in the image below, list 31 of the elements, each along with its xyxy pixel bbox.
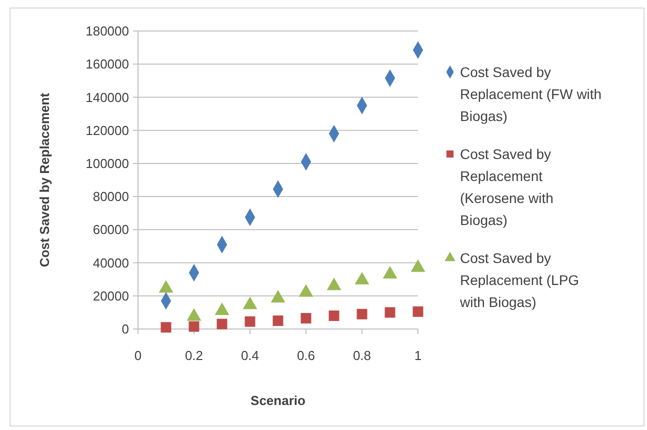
x-tick-label: 1	[414, 348, 422, 363]
point	[384, 307, 396, 318]
point	[216, 318, 228, 330]
y-tick-label: 40000	[92, 255, 129, 270]
y-tick-label: 0	[122, 322, 129, 337]
point	[272, 315, 284, 326]
y-tick-label: 20000	[92, 288, 129, 304]
x-axis-title: Scenario	[250, 393, 306, 408]
x-tick-label: 0.8	[352, 348, 372, 363]
legend-label: Cost Saved by Replacement (Kerosene with Biogas)	[460, 146, 554, 228]
y-tick-label: 100000	[86, 156, 129, 171]
x-tick-label: 0.4	[240, 348, 260, 363]
point	[412, 306, 424, 317]
legend-label: Cost Saved by Replacement (FW with Biogas)	[460, 64, 602, 124]
point	[244, 316, 256, 327]
x-tick-label: 0.2	[184, 348, 204, 363]
y-tick-label: 80000	[92, 189, 129, 204]
y-tick-label: 180000	[86, 24, 129, 39]
point	[328, 310, 340, 321]
point	[300, 312, 312, 324]
y-axis-title: Cost Saved by Replacement	[37, 92, 52, 268]
x-tick-label: 0.6	[296, 348, 316, 363]
x-tick-label: 0	[134, 348, 142, 363]
y-tick-label: 60000	[92, 222, 129, 238]
legend-label: Cost Saved by Replacement (LPG with Biogas)	[459, 250, 580, 310]
y-tick-label: 140000	[86, 90, 129, 105]
y-tick-label: 120000	[86, 122, 129, 138]
y-tick-label: 160000	[86, 56, 129, 72]
point	[160, 322, 172, 333]
point	[188, 321, 200, 332]
point	[356, 308, 368, 320]
